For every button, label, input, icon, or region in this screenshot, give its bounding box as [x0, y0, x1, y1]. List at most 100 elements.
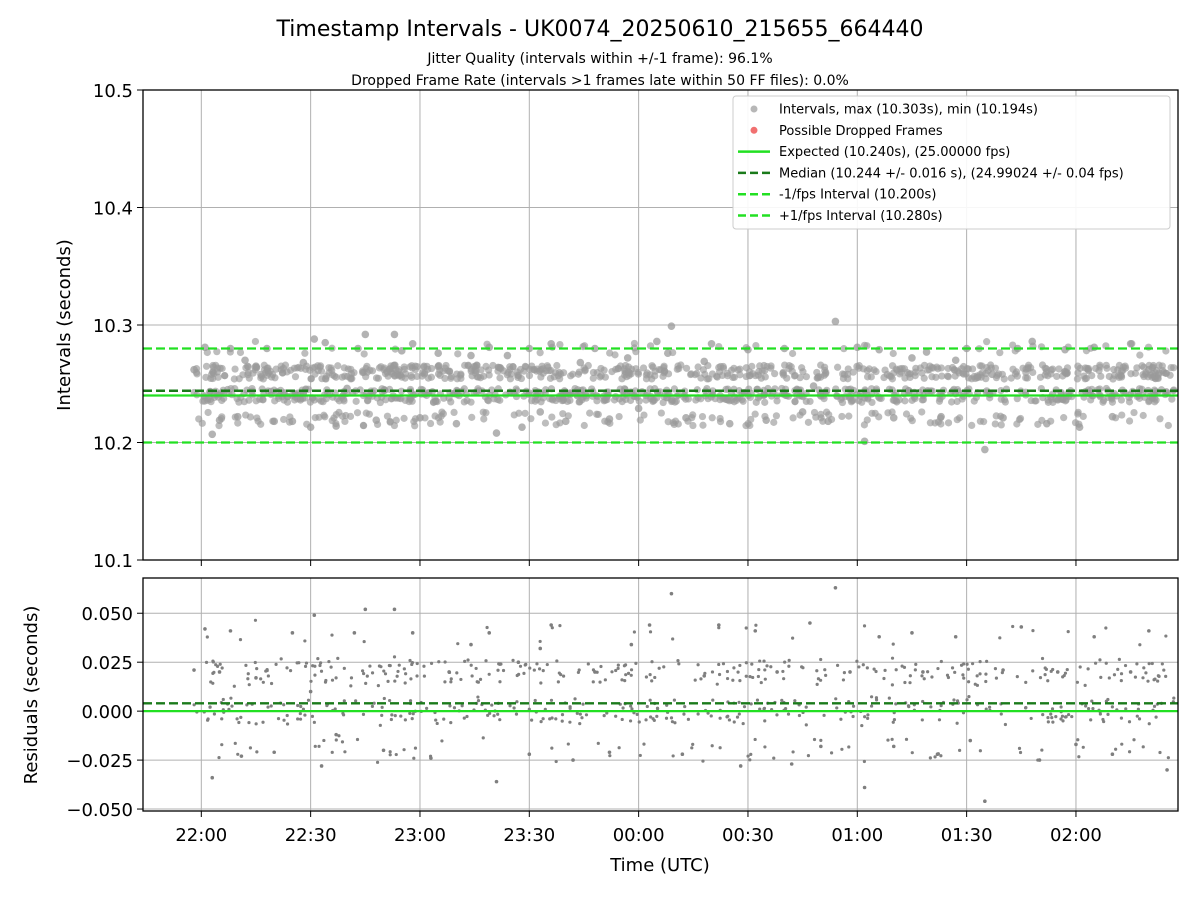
chart-subtitle-dropped: Dropped Frame Rate (intervals >1 frames …: [351, 73, 849, 89]
residual-point: [298, 717, 303, 721]
interval-point: [202, 373, 210, 381]
residual-point: [362, 671, 366, 676]
interval-point: [1015, 415, 1024, 424]
residual-point: [408, 711, 412, 715]
residual-point: [261, 680, 265, 684]
residual-point: [393, 679, 397, 683]
residual-point: [701, 759, 705, 763]
interval-point: [332, 373, 340, 381]
residual-point: [1051, 667, 1055, 672]
residual-point: [775, 713, 779, 717]
x-tick-label: 00:00: [613, 825, 665, 846]
interval-point: [771, 370, 779, 378]
residual-point: [561, 674, 566, 678]
interval-point: [485, 343, 494, 352]
interval-point: [352, 397, 360, 405]
residual-point: [891, 642, 895, 646]
interval-point: [649, 397, 657, 406]
interval-point: [480, 372, 488, 380]
interval-point: [518, 423, 526, 432]
interval-point: [468, 372, 476, 380]
residual-point: [1133, 675, 1138, 679]
interval-point: [960, 370, 968, 378]
residual-point: [906, 704, 911, 708]
residual-point: [488, 711, 492, 715]
interval-point: [467, 398, 475, 406]
interval-point: [660, 362, 668, 370]
residual-point: [269, 681, 274, 686]
residual-point: [632, 630, 637, 634]
interval-point: [1127, 370, 1135, 378]
residual-point: [866, 713, 870, 717]
residual-point: [967, 680, 971, 684]
x-axis-label: Time (UTC): [609, 855, 710, 876]
residual-point: [380, 705, 384, 709]
residual-point: [340, 740, 345, 744]
interval-point: [548, 413, 556, 421]
residual-point: [706, 711, 710, 715]
residual-point: [246, 672, 250, 676]
residual-point: [780, 698, 784, 702]
residual-point: [484, 659, 488, 663]
residual-point: [1135, 714, 1139, 718]
residual-point: [255, 750, 259, 754]
residual-point: [285, 666, 289, 670]
residual-point: [476, 695, 480, 699]
residual-point: [775, 670, 779, 674]
residual-point: [538, 639, 542, 644]
interval-point: [981, 445, 989, 454]
residual-point: [1152, 678, 1156, 682]
residual-point: [1081, 745, 1085, 749]
residual-point: [835, 706, 839, 710]
interval-point: [976, 371, 984, 379]
interval-point: [920, 361, 929, 369]
residual-point: [403, 681, 407, 685]
residual-point: [970, 662, 975, 666]
interval-point: [980, 418, 988, 426]
residual-point: [566, 742, 570, 746]
residual-point: [744, 661, 748, 665]
residual-point: [1124, 707, 1128, 711]
interval-point: [257, 374, 265, 382]
interval-point: [944, 419, 953, 427]
residual-point: [816, 677, 821, 681]
interval-point: [611, 351, 619, 359]
residual-point: [255, 667, 259, 671]
interval-point: [992, 412, 1000, 420]
residual-point: [1098, 658, 1102, 662]
interval-point: [639, 364, 648, 372]
residual-point: [334, 676, 338, 680]
residual-point: [323, 680, 328, 684]
interval-point: [1084, 366, 1092, 374]
residual-point: [559, 673, 563, 677]
residual-point: [691, 742, 695, 746]
residual-point: [476, 698, 481, 703]
interval-point: [749, 370, 757, 378]
interval-point: [231, 365, 239, 373]
residual-point: [939, 754, 943, 758]
interval-point: [317, 367, 326, 375]
interval-point: [489, 361, 497, 370]
residual-point: [1102, 719, 1106, 724]
residual-point: [988, 705, 992, 709]
residual-point: [648, 698, 652, 702]
residual-point: [645, 704, 649, 709]
interval-point: [249, 369, 257, 377]
residual-point: [1084, 704, 1088, 708]
residual-point: [998, 636, 1002, 640]
interval-point: [643, 369, 651, 377]
interval-point: [461, 361, 469, 369]
interval-point: [618, 375, 626, 383]
residual-point: [738, 663, 742, 668]
residual-point: [375, 760, 380, 764]
residual-point: [648, 672, 652, 677]
residual-point: [329, 665, 333, 669]
interval-point: [938, 372, 946, 380]
residual-point: [819, 738, 823, 742]
interval-point: [968, 421, 976, 429]
residual-point: [518, 664, 523, 668]
interval-point: [838, 398, 847, 407]
residual-point: [686, 717, 691, 721]
interval-point: [527, 415, 535, 423]
residual-point: [279, 657, 283, 661]
